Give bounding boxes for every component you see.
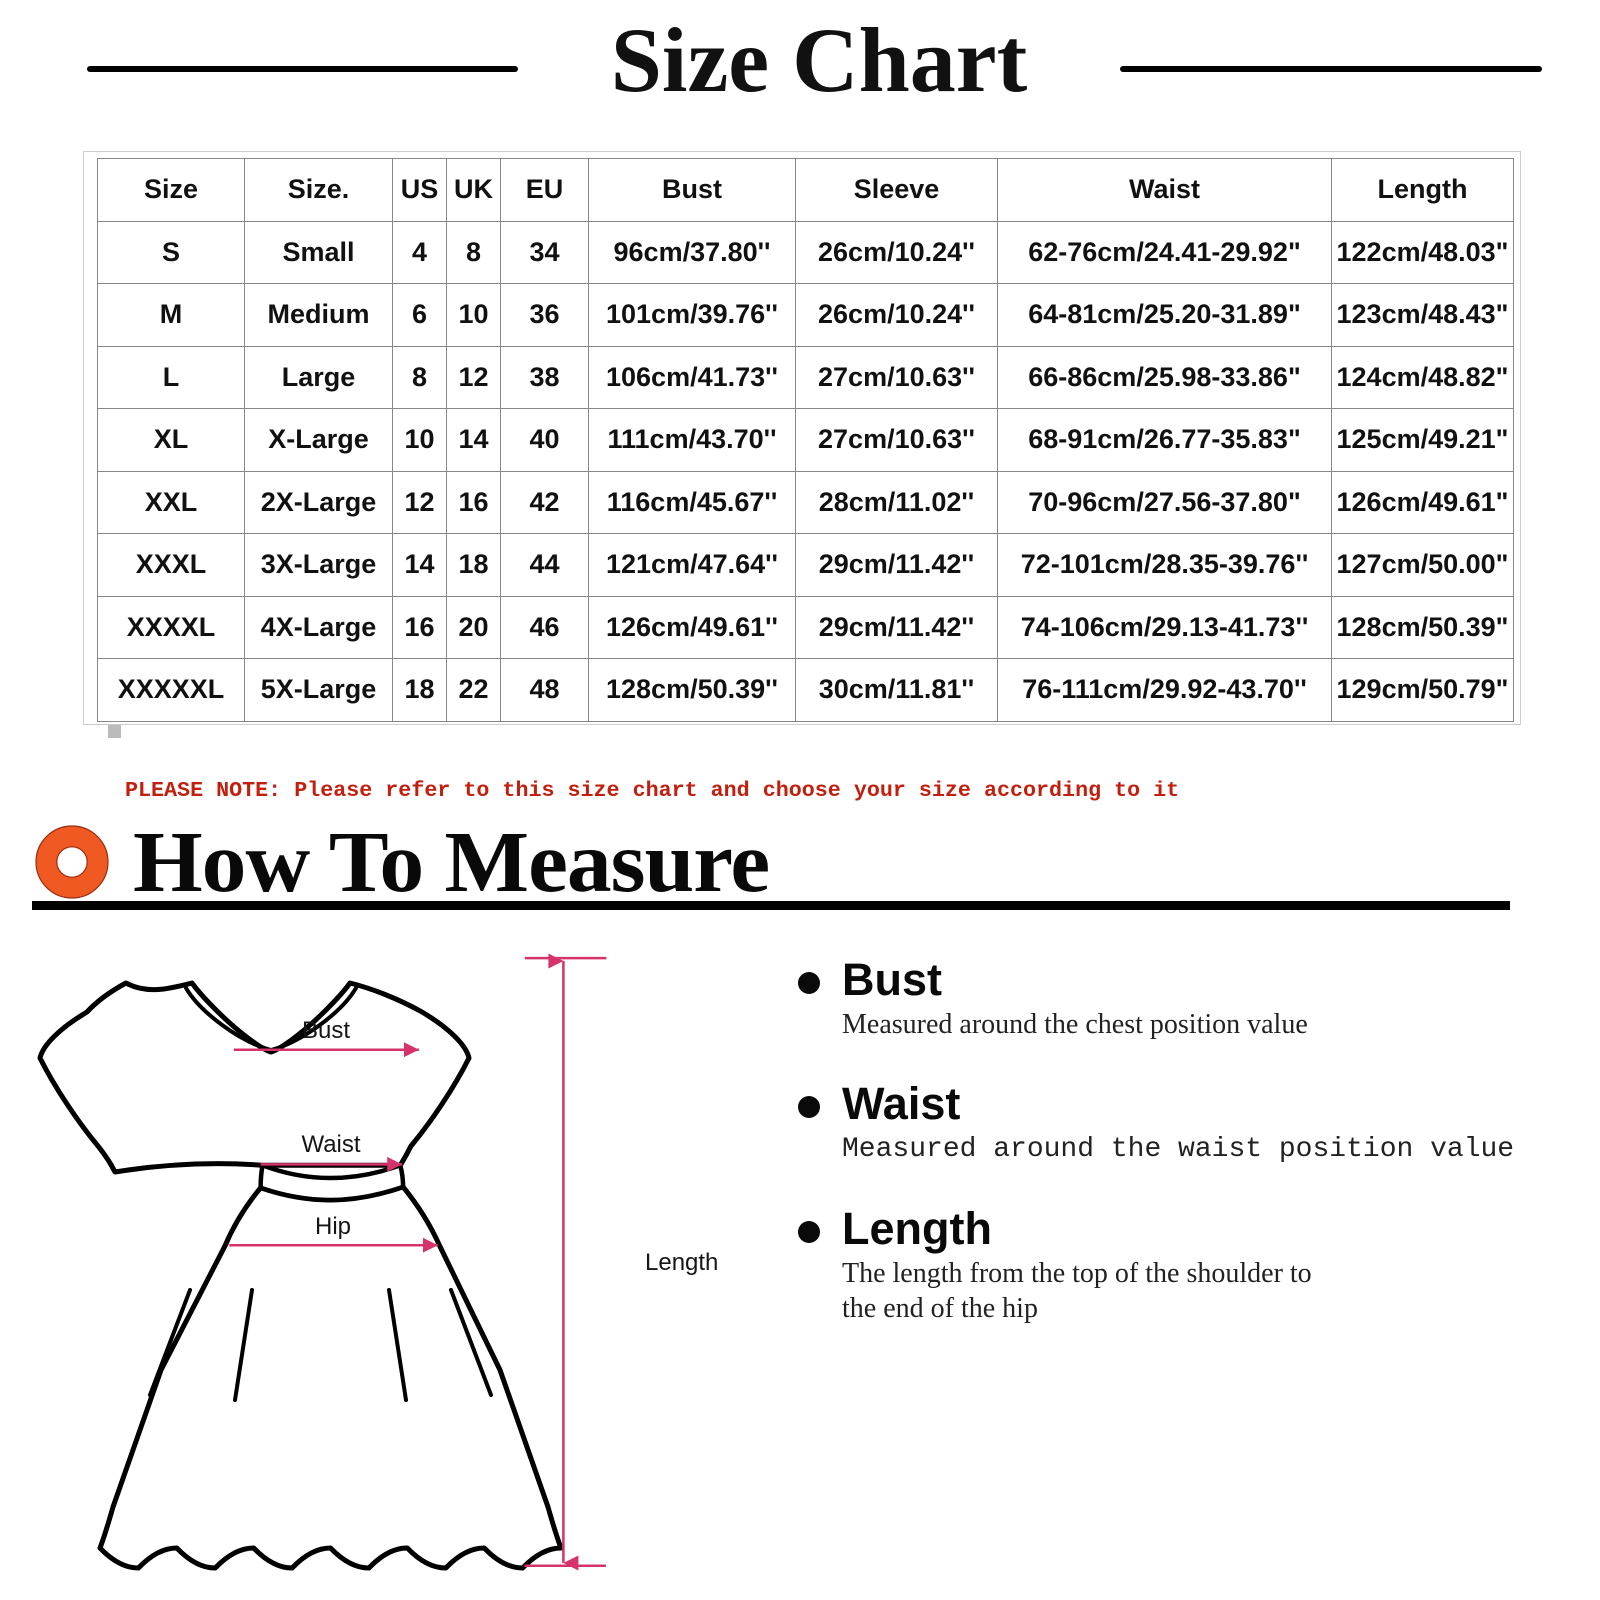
svg-text:Bust: Bust <box>302 1017 350 1044</box>
svg-text:Length: Length <box>645 1249 718 1276</box>
svg-text:Waist: Waist <box>301 1131 360 1158</box>
svg-text:Hip: Hip <box>315 1213 351 1240</box>
